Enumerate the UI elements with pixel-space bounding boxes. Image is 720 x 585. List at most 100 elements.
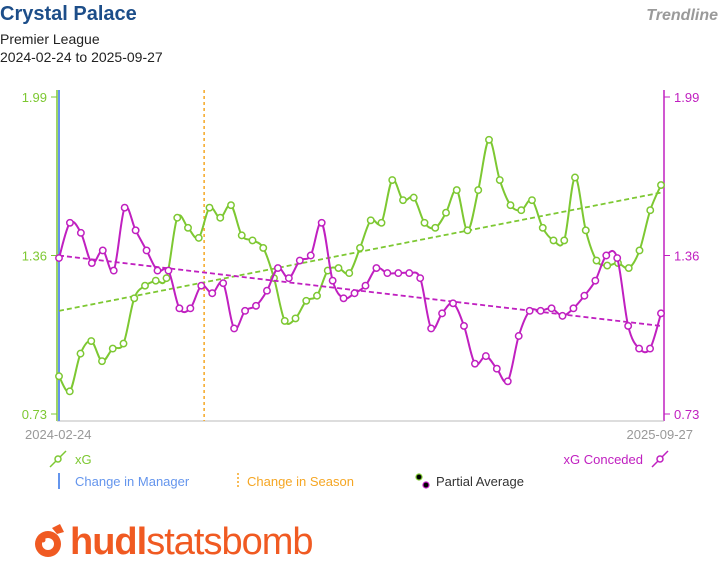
data-point bbox=[295, 256, 304, 265]
data-point bbox=[460, 321, 468, 330]
x-end-label: 2025-09-27 bbox=[627, 427, 694, 442]
data-point bbox=[442, 208, 450, 217]
brand-wordmark: hudlstatsbomb bbox=[70, 521, 314, 564]
left-tick-label: 0.73 bbox=[22, 407, 47, 422]
legend-partial-dot-b bbox=[422, 481, 430, 489]
data-point bbox=[517, 206, 526, 215]
data-point bbox=[162, 274, 171, 283]
data-point bbox=[339, 294, 348, 303]
data-point bbox=[273, 264, 282, 273]
data-point bbox=[420, 218, 429, 227]
data-point bbox=[248, 236, 257, 245]
data-point bbox=[635, 344, 644, 353]
data-point bbox=[470, 359, 479, 368]
data-point bbox=[427, 324, 436, 333]
data-point bbox=[485, 135, 493, 144]
data-point bbox=[120, 203, 129, 212]
data-point bbox=[208, 289, 217, 298]
data-point bbox=[263, 286, 271, 295]
data-point bbox=[624, 264, 633, 273]
data-point bbox=[449, 299, 457, 308]
data-point bbox=[547, 304, 556, 313]
data-point bbox=[528, 196, 536, 205]
data-point bbox=[492, 364, 501, 373]
data-point bbox=[151, 276, 160, 285]
data-point bbox=[350, 289, 359, 298]
data-point bbox=[65, 387, 74, 396]
data-point bbox=[356, 244, 364, 252]
data-point bbox=[431, 223, 440, 232]
data-point bbox=[98, 246, 107, 255]
axes: 1.99 1.36 0.73 1.99 1.36 0.73 2024-02-24 2025-0… bbox=[22, 90, 699, 442]
data-point bbox=[109, 266, 118, 275]
data-point bbox=[241, 306, 250, 315]
data-point bbox=[538, 223, 547, 232]
data-point bbox=[284, 274, 293, 283]
data-point bbox=[291, 314, 300, 323]
data-point bbox=[141, 281, 149, 290]
data-point bbox=[560, 236, 569, 245]
data-point bbox=[506, 201, 515, 210]
data-point bbox=[317, 218, 326, 227]
data-point bbox=[87, 337, 96, 345]
event-lines bbox=[58, 90, 205, 421]
data-point bbox=[603, 261, 612, 270]
data-point bbox=[657, 181, 665, 190]
view-label: Trendline bbox=[646, 7, 718, 24]
data-point bbox=[142, 246, 151, 255]
series-lines bbox=[55, 135, 665, 396]
data-point bbox=[130, 294, 139, 303]
data-point bbox=[55, 372, 63, 381]
data-point bbox=[416, 274, 425, 283]
data-point bbox=[383, 269, 392, 278]
left-tick-label: 1.99 bbox=[22, 90, 47, 105]
legend-xgc-marker bbox=[656, 455, 664, 463]
trendline-chart: 1.99 1.36 0.73 1.99 1.36 0.73 2024-02-24 2025-0… bbox=[22, 90, 699, 489]
legend-partial-label: Partial Average bbox=[436, 474, 524, 489]
data-point bbox=[388, 176, 397, 184]
data-point bbox=[237, 231, 246, 240]
statsbomb-logo-icon bbox=[35, 524, 64, 557]
data-point bbox=[525, 306, 534, 315]
legend: xG xG Conceded Change in Manager Change in … bbox=[49, 450, 669, 489]
data-point bbox=[216, 213, 225, 222]
right-tick-label: 1.36 bbox=[674, 249, 699, 264]
competition-label: Premier League bbox=[0, 31, 100, 47]
right-tick-label: 0.73 bbox=[674, 407, 699, 422]
data-point bbox=[108, 344, 117, 353]
data-point bbox=[153, 266, 162, 275]
data-point bbox=[55, 254, 63, 262]
right-tick-label: 1.99 bbox=[674, 90, 699, 105]
data-point bbox=[481, 352, 490, 361]
data-point bbox=[474, 186, 483, 195]
data-point bbox=[581, 226, 590, 235]
data-point bbox=[230, 324, 239, 333]
data-point bbox=[452, 186, 461, 195]
data-point bbox=[313, 291, 321, 300]
data-point bbox=[184, 223, 192, 232]
data-point bbox=[549, 236, 558, 245]
legend-xg-marker bbox=[54, 455, 62, 463]
data-point bbox=[558, 311, 567, 320]
data-point bbox=[280, 316, 289, 325]
data-point bbox=[334, 264, 343, 273]
data-point bbox=[65, 218, 74, 227]
legend-manager-label: Change in Manager bbox=[75, 474, 190, 489]
data-point bbox=[227, 201, 235, 210]
data-point bbox=[613, 254, 622, 262]
data-point bbox=[372, 264, 381, 273]
data-point bbox=[366, 216, 375, 225]
data-point bbox=[571, 173, 579, 182]
legend-xgc-label: xG Conceded bbox=[564, 452, 644, 467]
data-point bbox=[438, 309, 447, 318]
data-point bbox=[536, 306, 545, 315]
data-point bbox=[87, 259, 96, 267]
date-range-label: 2024-02-24 to 2025-09-27 bbox=[0, 49, 163, 65]
data-point bbox=[175, 304, 184, 313]
data-point bbox=[399, 196, 407, 205]
brand-light: statsbomb bbox=[146, 521, 313, 563]
team-title: Crystal Palace bbox=[0, 3, 137, 25]
data-point bbox=[503, 377, 512, 386]
data-point bbox=[252, 301, 260, 310]
data-point bbox=[591, 276, 600, 285]
